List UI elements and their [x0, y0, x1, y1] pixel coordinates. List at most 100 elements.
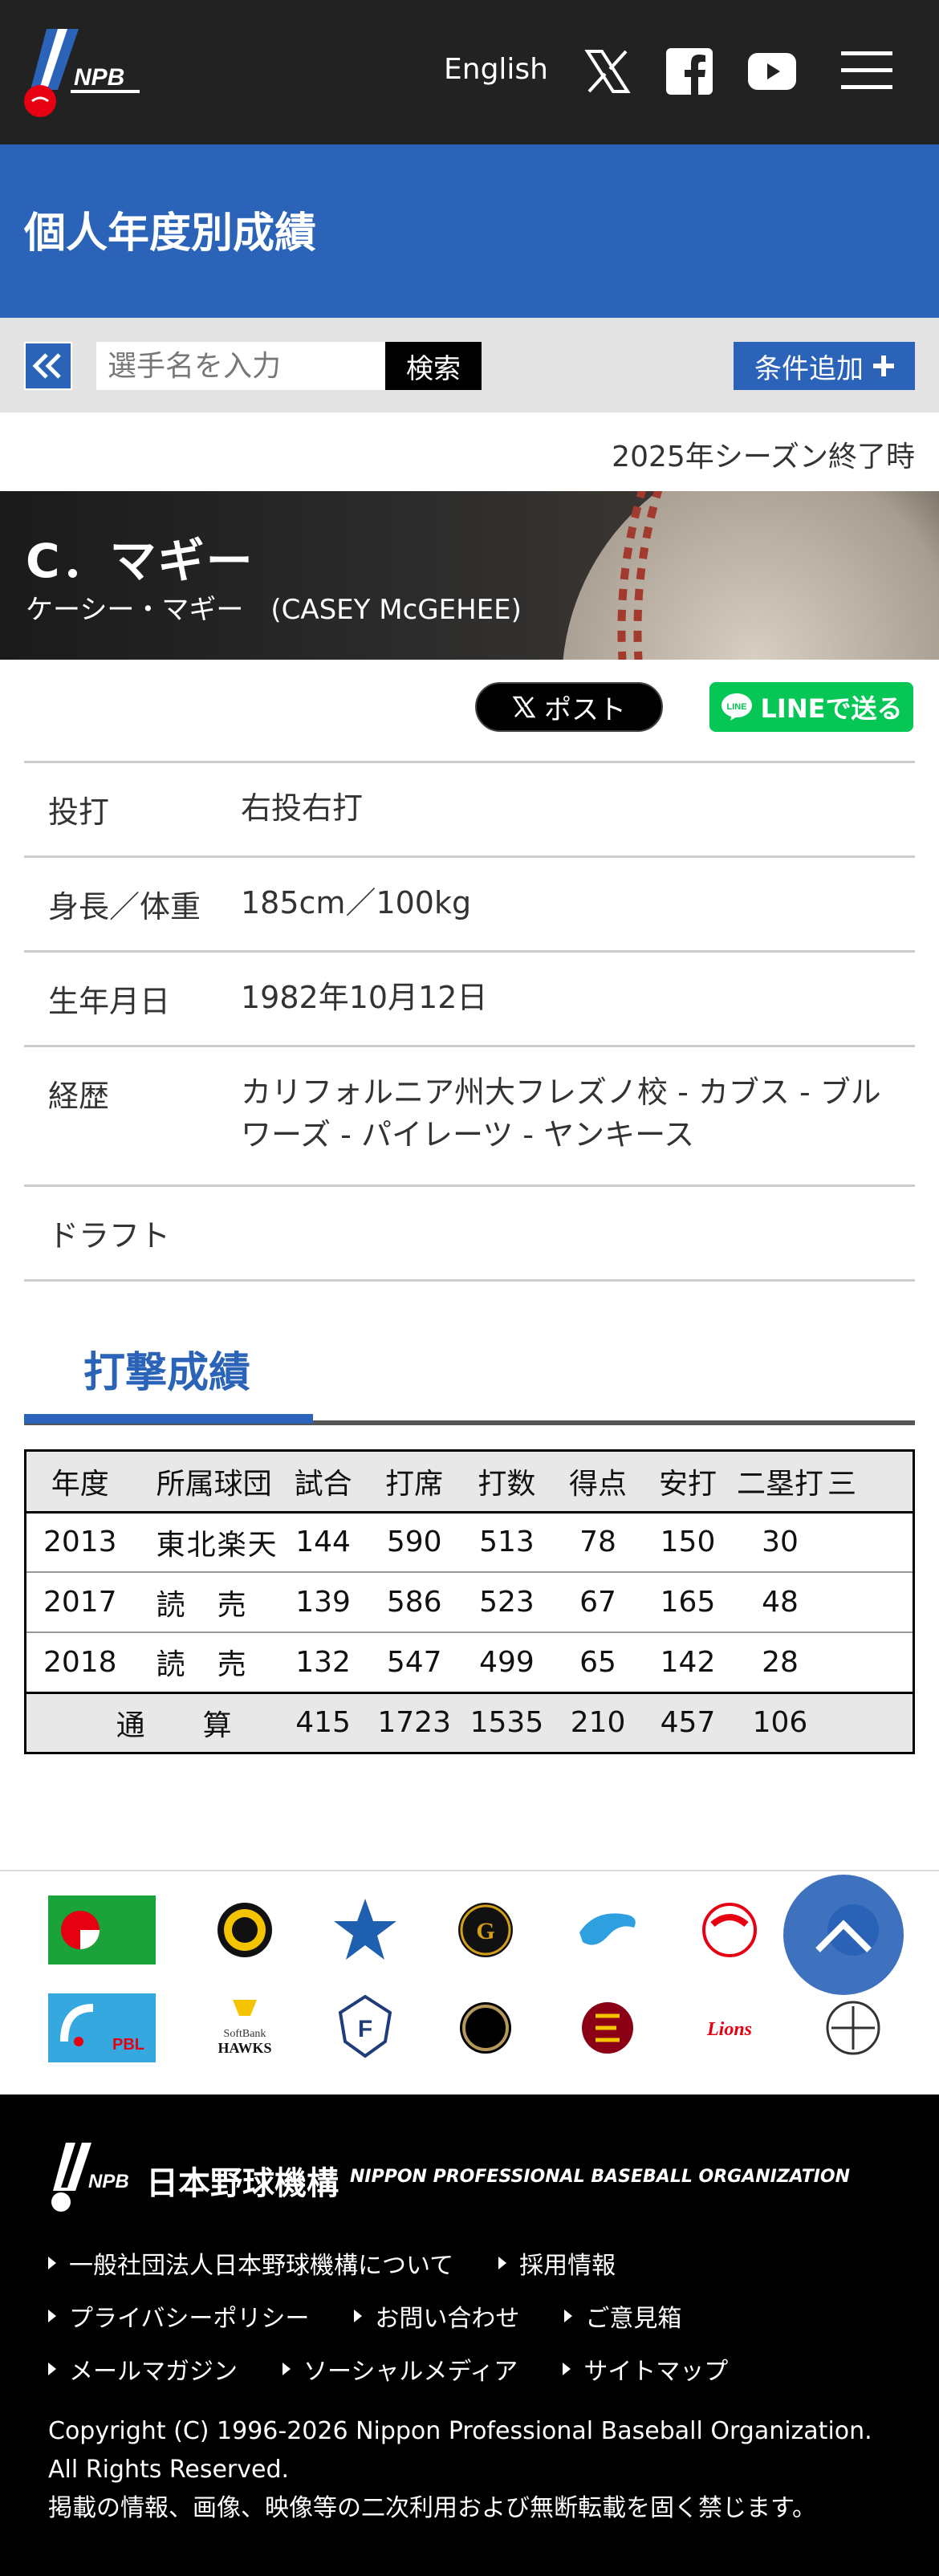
footer-link-contact[interactable]: お問い合わせ — [354, 2298, 519, 2334]
season-note: 2025年シーズン終了時 — [612, 441, 915, 473]
footer-link-social-media[interactable]: ソーシャルメディア — [283, 2351, 518, 2387]
cell-value: 65 — [579, 1645, 616, 1679]
cell-value — [827, 1572, 913, 1632]
profile-label: 生年月日 — [48, 984, 171, 1019]
line-share-button[interactable]: LINE LINEで送る — [709, 682, 913, 732]
cell-value: 144 — [295, 1526, 351, 1559]
cell-value: 586 — [386, 1586, 442, 1619]
x-post-button[interactable]: ポスト — [475, 682, 663, 732]
page-title-band: 個人年度別成績 — [0, 144, 939, 318]
cell-year: 2017 — [43, 1586, 117, 1619]
column-header: 打席 — [368, 1452, 461, 1514]
footer-link-sitemap[interactable]: サイトマップ — [563, 2351, 728, 2387]
orix-buffaloes-logo-icon[interactable] — [449, 1992, 522, 2064]
back-to-top-button[interactable] — [783, 1875, 904, 1995]
add-condition-button[interactable]: 条件追加 — [734, 342, 915, 390]
column-header: 試合 — [278, 1452, 368, 1514]
svg-text:NPB: NPB — [74, 64, 124, 91]
line-logo-icon: LINE — [721, 693, 752, 721]
softbank-hawks-logo-icon[interactable]: SoftBank HAWKS — [209, 1992, 281, 2064]
player-full-name: ケーシー・マギー (CASEY McGEHEE) — [26, 594, 522, 626]
svg-text:PBL: PBL — [112, 2036, 144, 2054]
footer-link-recruit[interactable]: 採用情報 — [498, 2245, 616, 2281]
profile-value: 1982年10月12日 — [241, 980, 488, 1015]
pacific-league-logo-icon[interactable]: PBL — [48, 1993, 156, 2062]
hanshin-tigers-logo-icon[interactable] — [209, 1894, 281, 1966]
cell-value: 30 — [762, 1526, 799, 1559]
rakuten-eagles-logo-icon[interactable] — [571, 1992, 644, 2064]
column-header: 三 — [827, 1452, 913, 1514]
central-league-logo-icon[interactable] — [48, 1895, 156, 1965]
facebook-icon[interactable] — [666, 48, 713, 95]
svg-text:SoftBank: SoftBank — [224, 2028, 266, 2040]
chevron-up-icon — [815, 1920, 872, 1952]
cell-value: 547 — [386, 1645, 442, 1679]
profile-value: カリフォルニア州大フレズノ校 - カブス - ブルワーズ - パイレーツ - ヤ… — [241, 1075, 881, 1153]
chunichi-dragons-logo-icon[interactable] — [571, 1894, 644, 1966]
seibu-lions-logo-icon[interactable]: Lions — [693, 1992, 766, 2064]
cell-value: 165 — [660, 1586, 716, 1619]
profile-row-career: 経歴 カリフォルニア州大フレズノ校 - カブス - ブルワーズ - パイレーツ … — [24, 1047, 915, 1187]
section-divider — [24, 1420, 915, 1425]
column-header: 安打 — [643, 1452, 733, 1514]
profile-value — [241, 1187, 915, 1235]
dena-baystars-logo-icon[interactable] — [329, 1894, 401, 1966]
svg-text:G: G — [476, 1918, 494, 1944]
site-header: NPB English — [0, 0, 939, 144]
hiroshima-carp-logo-icon[interactable] — [693, 1894, 766, 1966]
search-button[interactable]: 検索 — [385, 342, 482, 390]
cell-value: 150 — [660, 1526, 716, 1559]
svg-text:F: F — [358, 2016, 372, 2042]
footer-link-privacy[interactable]: プライバシーポリシー — [48, 2298, 309, 2334]
player-banner: C．マギー ケーシー・マギー (CASEY McGEHEE) — [0, 491, 939, 660]
svg-text:Lions: Lions — [706, 2019, 752, 2040]
footer-link-about[interactable]: 一般社団法人日本野球機構について — [48, 2245, 453, 2281]
footer-logo[interactable]: NPB 日本野球機構 NIPPON PROFESSIONAL BASEBALL … — [48, 2141, 850, 2213]
hamburger-menu-icon[interactable] — [841, 48, 892, 93]
cell-value: 106 — [752, 1706, 808, 1739]
x-logo-icon — [512, 696, 536, 718]
batting-section-title: 打撃成績 — [83, 1349, 251, 1397]
cell-value: 78 — [579, 1526, 616, 1559]
cell-year: 2018 — [43, 1645, 117, 1679]
profile-row-draft: ドラフト — [24, 1187, 915, 1282]
youtube-icon[interactable] — [748, 53, 796, 90]
footer-link-mail-magazine[interactable]: メールマガジン — [48, 2351, 238, 2387]
cell-value: 415 — [295, 1706, 351, 1739]
batting-stats-table-scroll[interactable]: 年度 所属球団 試合 打席 打数 得点 安打 二塁打 三 2013 東北楽天 1… — [24, 1449, 915, 1754]
svg-text:LINE: LINE — [726, 702, 746, 712]
footer-link-feedback[interactable]: ご意見箱 — [564, 2298, 681, 2334]
column-header: 二塁打 — [733, 1452, 827, 1514]
cell-year: 2013 — [43, 1526, 117, 1559]
profile-label: 投打 — [48, 794, 110, 830]
cell-value: 132 — [295, 1645, 351, 1679]
nippon-ham-fighters-logo-icon[interactable]: F — [329, 1992, 401, 2064]
cell-team: 読 売 — [156, 1648, 248, 1682]
x-twitter-icon[interactable] — [584, 48, 631, 95]
yomiuri-giants-logo-icon[interactable]: G — [449, 1894, 522, 1966]
cell-team: 読 売 — [156, 1588, 248, 1622]
batting-stats-table: 年度 所属球団 試合 打席 打数 得点 安打 二塁打 三 2013 東北楽天 1… — [26, 1452, 913, 1754]
x-post-label: ポスト — [544, 693, 626, 726]
player-search-input[interactable] — [96, 342, 385, 390]
back-button[interactable] — [24, 342, 72, 390]
player-name: C．マギー — [26, 534, 254, 588]
column-header: 年度 — [26, 1452, 134, 1514]
cell-value: 590 — [386, 1526, 442, 1559]
english-link[interactable]: English — [444, 53, 548, 86]
team-logo-grid: G PBL SoftBank HAWKS F Lions — [0, 1870, 939, 2095]
npb-logo-icon[interactable]: NPB — [22, 26, 143, 120]
lotte-marines-logo-icon[interactable] — [817, 1992, 889, 2064]
footer-org-name-jp: 日本野球機構 — [146, 2165, 339, 2202]
cell-value: 523 — [479, 1586, 535, 1619]
add-condition-label: 条件追加 — [754, 352, 864, 385]
table-total-row: 通 算 415 1723 1535 210 457 106 — [26, 1692, 913, 1753]
table-row: 2018 読 売 132 547 499 65 142 28 — [26, 1632, 913, 1692]
svg-text:NPB: NPB — [88, 2171, 129, 2192]
cell-value: 1535 — [470, 1706, 544, 1739]
player-profile-table: 投打 右投右打 身長／体重 185cm／100kg 生年月日 1982年10月1… — [24, 761, 915, 1282]
footer-links-row: メールマガジン ソーシャルメディア サイトマップ — [48, 2351, 915, 2387]
npb-footer-logo-icon: NPB — [51, 2143, 129, 2212]
footer-links-row: 一般社団法人日本野球機構について 採用情報 — [48, 2245, 915, 2281]
copyright-line: 掲載の情報、画像、映像等の二次利用および無断転載を固く禁じます。 — [48, 2494, 816, 2522]
